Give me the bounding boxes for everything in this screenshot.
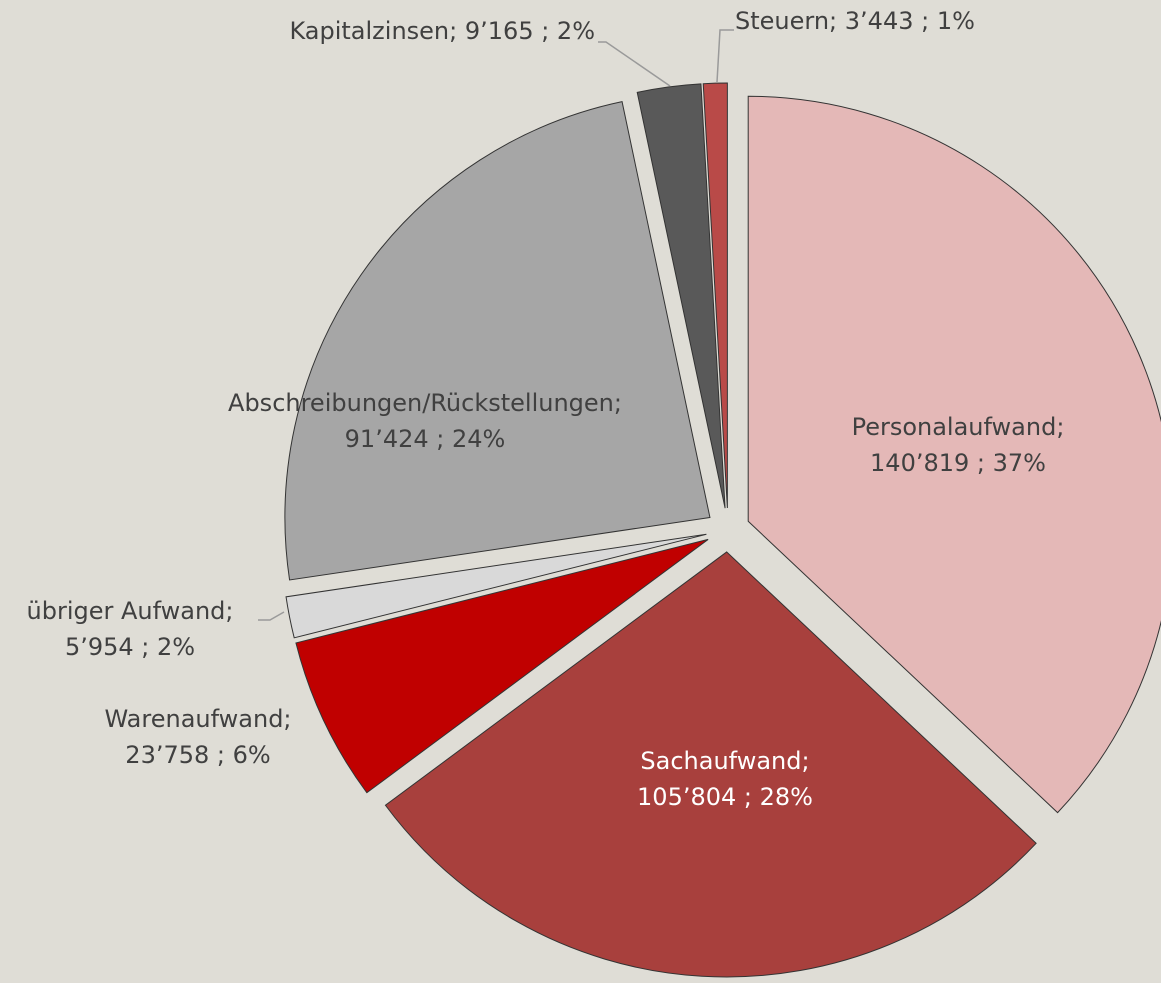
category-label: Personalaufwand; xyxy=(852,413,1065,441)
value-label: 3’443 ; 1% xyxy=(845,7,975,35)
pie-slice xyxy=(384,551,1037,978)
value-label: 9’165 ; 2% xyxy=(465,17,595,45)
leader-line xyxy=(716,29,734,83)
slice-label: Abschreibungen/Rückstellungen; 91’424 ; 2… xyxy=(228,389,622,453)
leader-line xyxy=(258,611,285,621)
category-label: Kapitalzinsen; xyxy=(289,17,457,45)
slice-label: Personalaufwand; 140’819 ; 37% xyxy=(852,413,1065,477)
value-label: 23’758 ; 6% xyxy=(125,741,270,769)
pie-slice xyxy=(702,82,728,509)
slice-label: Sachaufwand; 105’804 ; 28% xyxy=(637,747,813,811)
category-label: Abschreibungen/Rückstellungen; xyxy=(228,389,622,417)
labels: Personalaufwand; 140’819 ; 37% Sachaufwand… xyxy=(27,7,1065,811)
category-label: Warenaufwand; xyxy=(104,705,291,733)
category-label: übriger Aufwand; xyxy=(27,597,234,625)
value-label: 5’954 ; 2% xyxy=(65,633,195,661)
value-label: 140’819 ; 37% xyxy=(870,449,1046,477)
pie-slice xyxy=(295,538,709,794)
pie-slice xyxy=(747,95,1161,814)
slice-label: Warenaufwand; 23’758 ; 6% xyxy=(104,705,291,769)
slices xyxy=(284,82,1161,978)
value-label: 105’804 ; 28% xyxy=(637,783,813,811)
slice-label: Kapitalzinsen; 9’165 ; 2% xyxy=(289,17,595,45)
value-label: 91’424 ; 24% xyxy=(345,425,506,453)
category-label: Steuern; xyxy=(735,7,837,35)
pie-slice xyxy=(285,533,707,639)
pie-slice xyxy=(636,83,726,509)
leader-line xyxy=(598,41,671,87)
pie-slice xyxy=(284,101,711,581)
category-label: Sachaufwand; xyxy=(640,747,809,775)
slice-label: Steuern; 3’443 ; 1% xyxy=(735,7,975,35)
slice-label: übriger Aufwand; 5’954 ; 2% xyxy=(27,597,234,661)
